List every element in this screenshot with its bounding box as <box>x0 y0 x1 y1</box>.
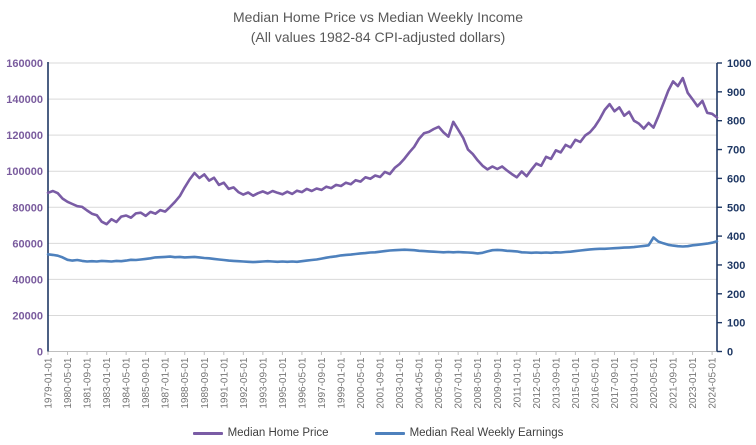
y-axis-right-label: 800 <box>727 116 745 128</box>
x-tick-label: 1997-09-01 <box>317 357 328 409</box>
x-tick-label: 2003-01-01 <box>395 357 406 409</box>
legend: Median Home Price Median Real Weekly Ear… <box>0 427 756 439</box>
x-tick-label: 1984-05-01 <box>122 357 133 409</box>
x-tick-label: 1991-01-01 <box>219 357 230 409</box>
x-tick-label: 2011-01-01 <box>512 357 523 408</box>
x-tick-label: 1983-01-01 <box>102 357 113 409</box>
y-axis-right-label: 100 <box>727 318 745 330</box>
x-tick-label: 1992-05-01 <box>239 357 250 409</box>
legend-item-median-real-weekly-earnings: Median Real Weekly Earnings <box>374 427 564 439</box>
y-axis-left-label: 140000 <box>6 94 43 106</box>
x-tick-label: 2005-09-01 <box>434 357 445 409</box>
y-axis-right-label: 0 <box>727 347 733 359</box>
y-axis-left-label: 0 <box>37 347 43 359</box>
y-axis-right-label: 700 <box>727 145 745 157</box>
y-axis-right-label: 600 <box>727 173 745 185</box>
y-axis-left-label: 160000 <box>6 58 43 70</box>
x-tick-label: 1981-09-01 <box>83 357 94 409</box>
x-tick-label: 2016-05-01 <box>590 357 601 409</box>
x-tick-label: 2012-05-01 <box>532 357 543 409</box>
y-axis-left-label: 100000 <box>6 166 43 178</box>
x-tick-label: 1993-09-01 <box>258 357 269 409</box>
x-tick-label: 1980-05-01 <box>63 357 74 409</box>
x-tick-label: 1999-01-01 <box>336 357 347 409</box>
x-tick-label: 1988-05-01 <box>180 357 191 409</box>
legend-item-median-home-price: Median Home Price <box>192 427 329 439</box>
chart-subtitle: (All values 1982-84 CPI-adjusted dollars… <box>250 29 506 45</box>
series-line-median-real-weekly-earnings <box>46 236 719 264</box>
y-axis-right-label: 500 <box>727 202 745 214</box>
x-tick-label: 1995-01-01 <box>278 357 289 409</box>
x-tick-label: 2008-05-01 <box>473 357 484 409</box>
chart-title: Median Home Price vs Median Weekly Incom… <box>233 9 523 25</box>
x-tick-label: 2021-09-01 <box>669 357 680 409</box>
x-tick-label: 2007-01-01 <box>454 357 465 409</box>
series-line-median-home-price <box>46 76 719 226</box>
x-tick-label: 2013-09-01 <box>551 357 562 409</box>
y-axis-left-label: 120000 <box>6 130 43 142</box>
x-tick-label: 2000-05-01 <box>356 357 367 409</box>
x-tick-label: 2017-09-01 <box>610 357 621 409</box>
x-tick-label: 2024-05-01 <box>708 357 719 409</box>
y-axis-right-label: 400 <box>727 231 745 243</box>
legend-label-median-home-price: Median Home Price <box>227 427 329 439</box>
x-tick-label: 2004-05-01 <box>415 357 426 409</box>
x-tick-label: 2001-09-01 <box>376 357 387 409</box>
x-tick-label: 2023-01-01 <box>688 357 699 409</box>
x-tick-label: 2015-01-01 <box>571 357 582 409</box>
y-axis-right-label: 300 <box>727 260 745 272</box>
home-price-line-swatch <box>192 431 223 435</box>
x-tick-label: 2009-09-01 <box>493 357 504 409</box>
chart-title-block: Median Home Price vs Median Weekly Incom… <box>0 7 756 47</box>
y-axis-left-label: 80000 <box>12 202 43 214</box>
x-tick-label: 1989-09-01 <box>200 357 211 409</box>
y-axis-right-label: 200 <box>727 289 745 301</box>
y-axis-left-label: 40000 <box>12 274 43 286</box>
x-tick-label: 1996-05-01 <box>297 357 308 409</box>
x-tick-label: 2020-05-01 <box>649 357 660 409</box>
earnings-line-swatch <box>374 431 405 435</box>
x-tick-label: 1987-01-01 <box>161 357 172 409</box>
x-tick-label: 1979-01-01 <box>44 357 55 409</box>
x-tick-label: 1985-09-01 <box>141 357 152 409</box>
y-axis-left-label: 20000 <box>12 310 43 322</box>
y-axis-right-label: 900 <box>727 87 745 99</box>
legend-label-median-real-weekly-earnings: Median Real Weekly Earnings <box>409 427 564 439</box>
x-tick-label: 2019-01-01 <box>629 357 640 409</box>
y-axis-right-label: 1000 <box>727 58 751 70</box>
y-axis-left-label: 60000 <box>12 238 43 250</box>
